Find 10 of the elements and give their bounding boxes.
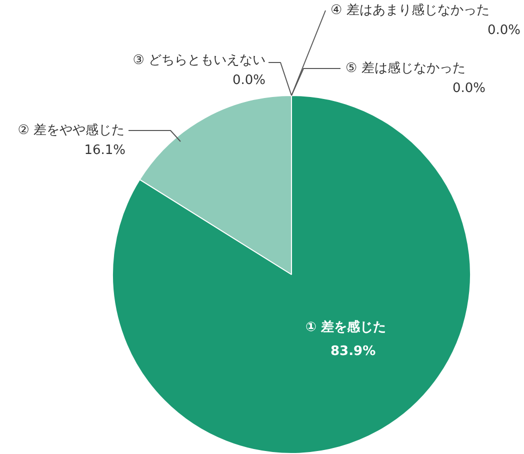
category-label: ⑤ 差は感じなかった	[346, 61, 466, 76]
category-label: ③ どちらともいえない	[132, 53, 266, 68]
text: 0.0%	[452, 81, 486, 96]
text: 0.0%	[232, 73, 266, 88]
data-label: 16.1%	[84, 143, 126, 158]
slice-label: ② 差をやや感じた	[18, 123, 125, 138]
slice-label: ① 差を感じた	[306, 319, 386, 335]
text: 0.0%	[487, 23, 521, 38]
data-label: 83.9%	[330, 344, 376, 359]
category-label: ④ 差はあまり感じなかった	[330, 3, 490, 18]
